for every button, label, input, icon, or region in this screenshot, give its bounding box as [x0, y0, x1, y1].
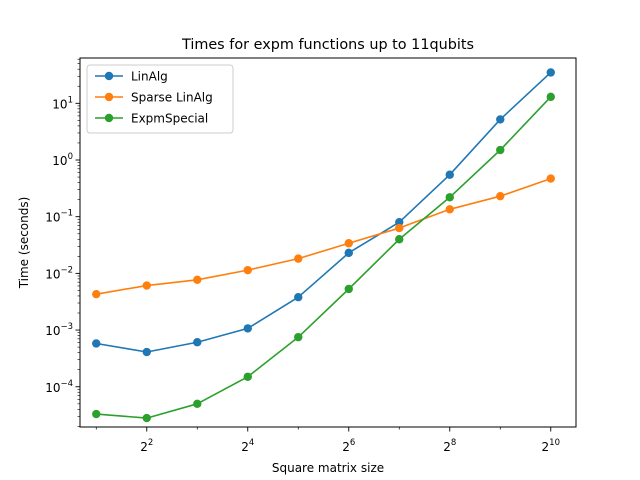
- legend-swatch-marker: [104, 71, 114, 81]
- legend-label: LinAlg: [131, 70, 168, 84]
- data-point: [496, 115, 505, 124]
- plot-area: [92, 68, 555, 423]
- series-line: [96, 71, 552, 353]
- data-point: [243, 265, 252, 275]
- data-point: [92, 409, 101, 419]
- data-point: [243, 324, 252, 333]
- legend-label: Sparse LinAlg: [131, 91, 213, 105]
- y-tick-label: 10−2: [45, 265, 73, 281]
- y-tick-label: 10−3: [45, 322, 73, 338]
- axes-frame: [79, 57, 577, 428]
- legend-entry: LinAlg: [95, 70, 168, 84]
- y-axis-label: Time (seconds): [17, 197, 31, 290]
- y-tick-label: 10−1: [45, 209, 73, 225]
- data-point: [546, 174, 555, 183]
- x-axis-label: Square matrix size: [272, 461, 384, 475]
- data-point: [193, 399, 202, 409]
- data-point: [294, 332, 303, 342]
- data-point: [294, 254, 303, 263]
- series-line: [96, 96, 552, 419]
- data-point: [445, 170, 454, 179]
- data-point: [344, 284, 353, 294]
- series-linalg: [92, 68, 555, 357]
- data-point: [445, 205, 454, 214]
- y-axis-ticks: 10−4 10−3 10−2 10−1 100 101: [45, 58, 80, 427]
- legend-entry: ExpmSpecial: [95, 112, 208, 126]
- x-tick-label: 22: [140, 438, 153, 454]
- x-tick-label: 210: [542, 438, 560, 454]
- data-point: [92, 289, 101, 299]
- data-point: [142, 347, 151, 357]
- data-point: [546, 92, 555, 102]
- data-point: [243, 372, 252, 381]
- legend-label: ExpmSpecial: [131, 112, 208, 126]
- data-point: [193, 275, 202, 285]
- legend-box: [86, 64, 234, 134]
- data-point: [496, 191, 505, 201]
- data-point: [546, 68, 555, 77]
- legend: LinAlg Sparse LinAlg ExpmSpecial: [86, 64, 234, 134]
- series-sparse-linalg: [92, 174, 555, 299]
- data-point: [395, 235, 404, 244]
- data-point: [344, 239, 353, 248]
- y-tick-label: 101: [52, 95, 73, 111]
- legend-swatch-marker: [104, 92, 114, 102]
- x-tick-label: 26: [342, 438, 355, 454]
- legend-entry: Sparse LinAlg: [95, 91, 213, 105]
- axes: [79, 57, 577, 428]
- x-axis-ticks: 22 24 26 28 210: [95, 427, 560, 454]
- legend-swatch-marker: [104, 113, 114, 123]
- data-point: [395, 217, 404, 227]
- series-line: [96, 177, 552, 295]
- data-point: [92, 339, 101, 348]
- x-tick-label: 24: [241, 438, 254, 454]
- data-point: [395, 223, 404, 233]
- y-tick-label: 10−4: [45, 379, 73, 395]
- data-point: [193, 338, 202, 347]
- x-tick-label: 28: [443, 438, 456, 454]
- data-point: [496, 145, 505, 155]
- y-tick-label: 100: [52, 152, 73, 168]
- data-point: [344, 248, 353, 258]
- data-point: [445, 193, 454, 202]
- data-point: [142, 413, 151, 423]
- series-expmspecial: [92, 92, 555, 423]
- data-point: [294, 293, 303, 302]
- chart-title: Times for expm functions up to 11qubits: [181, 37, 474, 53]
- data-point: [142, 281, 151, 290]
